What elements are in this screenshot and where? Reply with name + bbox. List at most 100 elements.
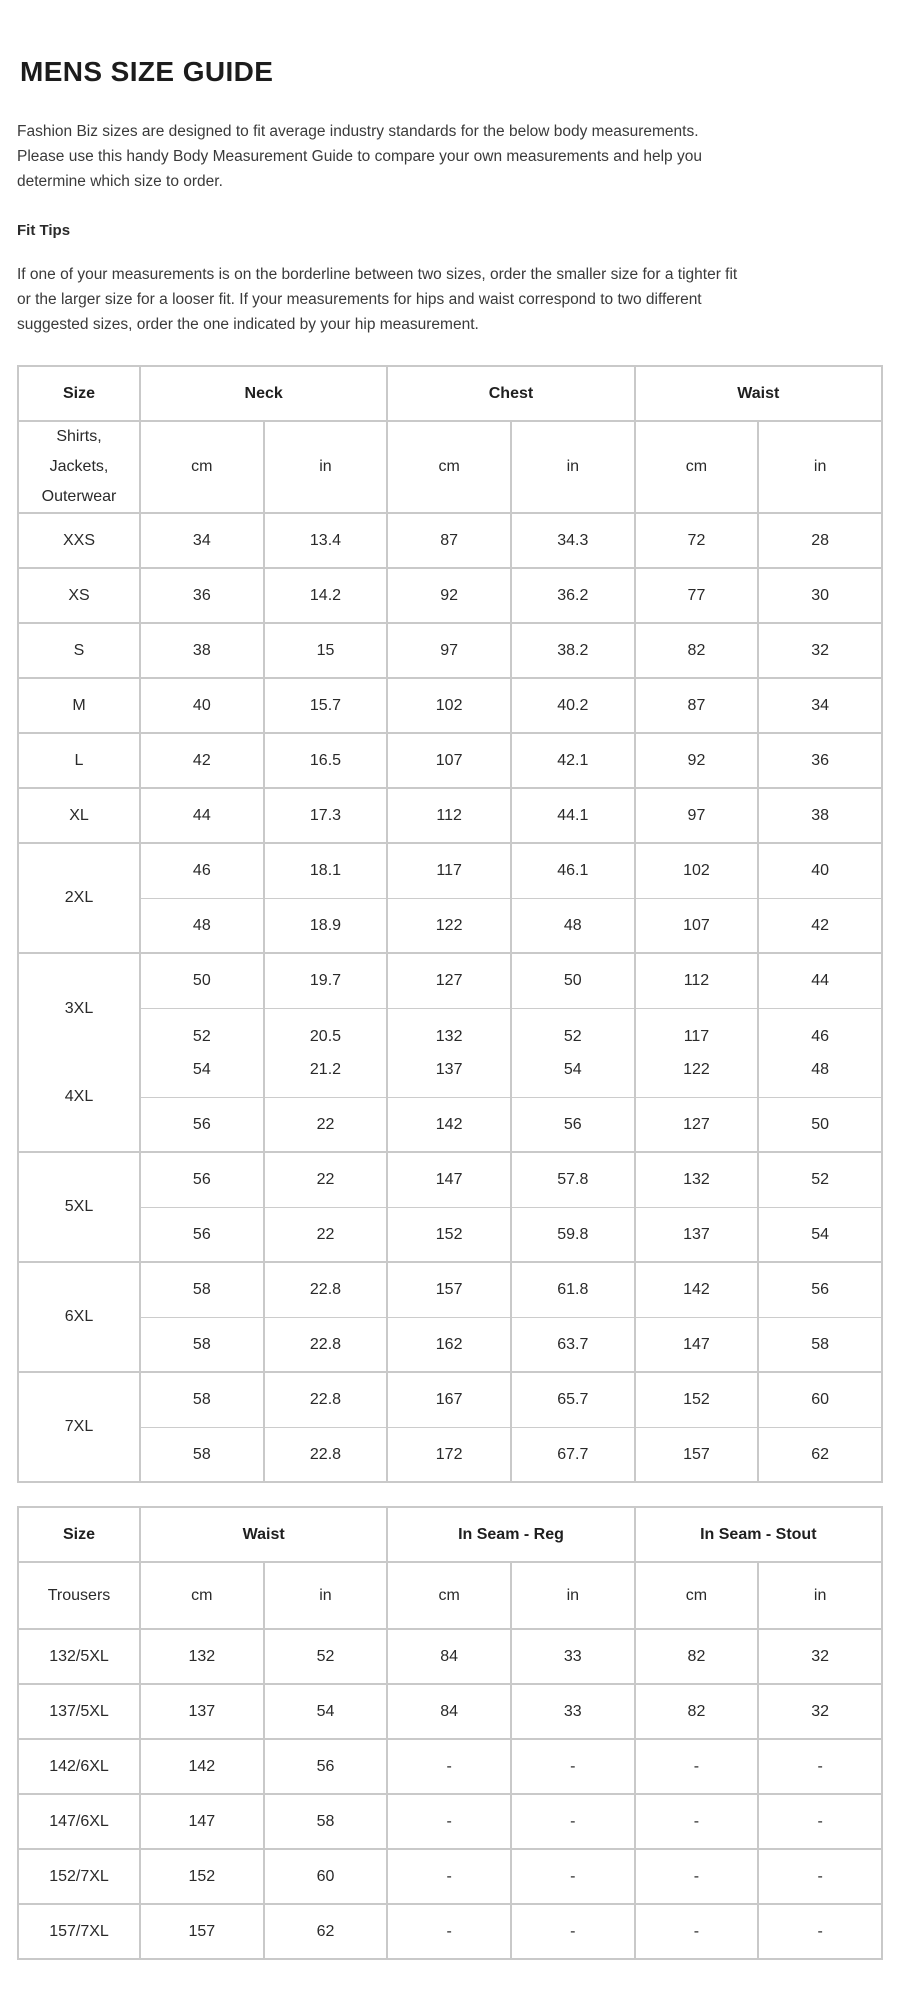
- column-header-cell: In Seam - Stout: [634, 1507, 884, 1563]
- table-row: 5XL 56 22 147 57.8 132 52: [18, 1151, 883, 1262]
- measurement-cell: 167: [387, 1371, 512, 1427]
- table-row: 58 22.8 162 63.7 147 58: [18, 1316, 883, 1372]
- measurement-cell: 50: [510, 952, 636, 1008]
- measurement-cell: 157: [634, 1426, 760, 1482]
- measurement-cell: 42.1: [510, 732, 636, 788]
- measurement-cell: 127: [387, 952, 512, 1008]
- measurement-cell: 142: [387, 1096, 512, 1152]
- measurement-cell: 52 54: [510, 1007, 636, 1097]
- size-group-label-cell: 7XL: [18, 1371, 141, 1482]
- size-group-labels: S: [23, 641, 135, 661]
- measurement-cell: 33: [510, 1628, 636, 1684]
- measurement-cell: 22.8: [263, 1261, 389, 1317]
- measurement-cell: 82: [634, 1683, 760, 1739]
- trousers-table-head: Size Waist In Seam - Reg In Seam - Stout Tro…: [18, 1507, 884, 1630]
- measurement-cell: 22.8: [263, 1426, 389, 1482]
- measurement-cell: 60: [758, 1371, 883, 1427]
- page-title: MENS SIZE GUIDE: [20, 56, 274, 87]
- size-label: 7XL: [64, 1418, 94, 1435]
- size-label: 132/5XL: [49, 1647, 109, 1665]
- size-label: S: [73, 641, 85, 659]
- measurement-cell: 157: [140, 1903, 265, 1959]
- measurement-cell: 50: [758, 1096, 883, 1152]
- size-group-label-cell: S: [18, 622, 141, 678]
- measurement-cell: 102: [634, 842, 760, 898]
- unit-cell: in: [263, 421, 389, 514]
- measurement-cell: 22.8: [263, 1371, 389, 1427]
- size-label: 5XL: [64, 1198, 94, 1215]
- table-row: 2XL 46 18.1 117 46.1 102 40: [18, 842, 883, 953]
- measurement-cell: 32: [758, 1628, 883, 1684]
- measurement-cell: 46: [140, 842, 265, 898]
- measurement-cell: 147: [387, 1151, 512, 1207]
- size-group-label-cell: 132/5XL: [18, 1628, 141, 1684]
- measurement-cell: 22: [263, 1096, 389, 1152]
- measurement-cell: 72: [634, 512, 760, 568]
- size-group-label-cell: 142/6XL: [18, 1738, 141, 1794]
- size-label: 6XL: [64, 1308, 94, 1325]
- table-header-row: Size Neck Chest Waist: [18, 366, 884, 422]
- measurement-cell: 46 48: [758, 1007, 883, 1097]
- measurement-cell: 152: [634, 1371, 760, 1427]
- unit-cell: in: [758, 421, 883, 514]
- unit-cell: in: [510, 421, 636, 514]
- measurement-cell: -: [634, 1848, 760, 1904]
- size-label: 157/7XL: [49, 1922, 109, 1940]
- measurement-cell: 18.1: [263, 842, 389, 898]
- measurement-cell: 40.2: [510, 677, 636, 733]
- measurement-cell: 97: [634, 787, 760, 843]
- column-header-cell: Size: [18, 366, 141, 422]
- measurement-cell: 137: [140, 1683, 265, 1739]
- measurement-cell: 30: [758, 567, 883, 623]
- unit-cell: cm: [387, 421, 512, 514]
- table-row: 137/5XL 137 54 84 33 82 32: [18, 1683, 883, 1739]
- measurement-cell: 15: [263, 622, 389, 678]
- measurement-cell: 44: [758, 952, 883, 1008]
- unit-cell: in: [758, 1562, 883, 1630]
- measurement-cell: 48: [510, 897, 636, 953]
- measurement-cell: 137: [634, 1206, 760, 1262]
- measurement-cell: -: [387, 1903, 512, 1959]
- table-row: 48 18.9 122 48 107 42: [18, 897, 883, 953]
- measurement-cell: 17.3: [263, 787, 389, 843]
- measurement-cell: 60: [263, 1848, 389, 1904]
- tops-table-body: XXS 34 13.4 87 34.3 72 28 XS 36 14.2 92 36.2 77 30 S 38…: [18, 512, 883, 1482]
- measurement-cell: 32: [758, 622, 883, 678]
- measurement-cell: 50: [140, 952, 265, 1008]
- size-label: 4XL: [64, 1087, 94, 1105]
- measurement-cell: -: [387, 1848, 512, 1904]
- measurement-cell: 147: [140, 1793, 265, 1849]
- size-group-label-cell: 147/6XL: [18, 1793, 141, 1849]
- size-group-label-cell: 157/7XL: [18, 1903, 141, 1959]
- size-group-label-cell: 3XL 4XL: [18, 952, 141, 1152]
- measurement-cell: 58: [140, 1316, 265, 1372]
- table-row: 6XL 58 22.8 157 61.8 142 56: [18, 1261, 883, 1372]
- table-row: 7XL 58 22.8 167 65.7 152 60: [18, 1371, 883, 1482]
- measurement-cell: 13.4: [263, 512, 389, 568]
- size-group-labels: 2XL: [23, 888, 135, 908]
- measurement-cell: 122: [387, 897, 512, 953]
- measurement-cell: 44.1: [510, 787, 636, 843]
- table-row: S 38 15 97 38.2 82 32: [18, 622, 883, 678]
- measurement-cell: 34.3: [510, 512, 636, 568]
- measurement-cell: 65.7: [510, 1371, 636, 1427]
- unit-cell: cm: [140, 1562, 265, 1630]
- size-label: 3XL: [64, 999, 94, 1017]
- size-group-label-cell: M: [18, 677, 141, 733]
- table-row: XXS 34 13.4 87 34.3 72 28: [18, 512, 883, 568]
- measurement-cell: 82: [634, 622, 760, 678]
- size-label: XS: [68, 586, 90, 604]
- measurement-cell: 20.5 21.2: [263, 1007, 389, 1097]
- fit-tips-heading: Fit Tips: [17, 222, 71, 239]
- measurement-cell: 22: [263, 1206, 389, 1262]
- measurement-cell: 152: [387, 1206, 512, 1262]
- measurement-cell: 142: [140, 1738, 265, 1794]
- column-header-cell: Waist: [634, 366, 884, 422]
- measurement-cell: 44: [140, 787, 265, 843]
- size-label: XL: [69, 806, 89, 824]
- size-group-labels: 157/7XL: [23, 1922, 135, 1942]
- measurement-cell: 36: [758, 732, 883, 788]
- measurement-cell: 57.8: [510, 1151, 636, 1207]
- size-group-label-cell: 137/5XL: [18, 1683, 141, 1739]
- measurement-cell: 56: [140, 1096, 265, 1152]
